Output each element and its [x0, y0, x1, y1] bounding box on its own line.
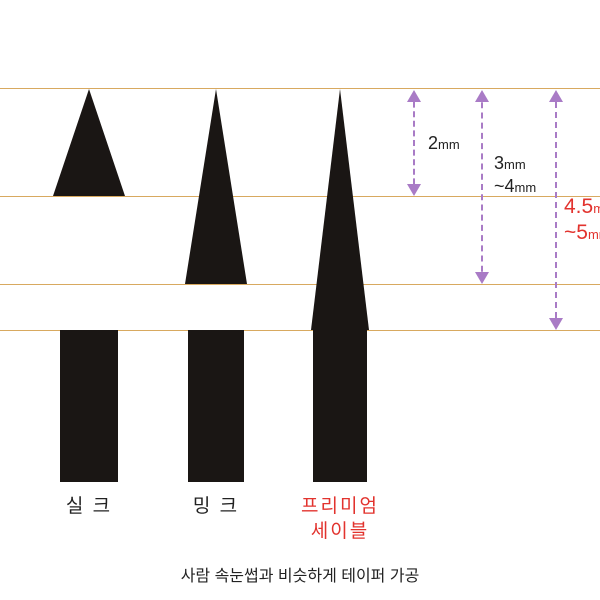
arrow-shaft	[413, 92, 415, 194]
lash-premium-sable	[311, 89, 369, 482]
lash-label-silk: 실 크	[34, 495, 144, 520]
measure-arrow	[406, 92, 422, 194]
measure-arrow	[474, 92, 490, 282]
measure-label: 2mm	[428, 132, 460, 155]
lash-stem	[313, 330, 367, 482]
arrowhead-down-icon	[549, 318, 563, 330]
lash-label-premium-sable: 프리미엄세이블	[285, 495, 395, 544]
caption: 사람 속눈썹과 비슷하게 테이퍼 가공	[0, 562, 600, 586]
arrow-shaft	[481, 92, 483, 282]
lash-mink	[185, 89, 247, 482]
lash-stem	[188, 330, 244, 482]
arrowhead-down-icon	[475, 272, 489, 284]
arrow-shaft	[555, 92, 557, 328]
lash-tip	[311, 86, 369, 330]
arrowhead-down-icon	[407, 184, 421, 196]
measure-label: 4.5mm~5mm	[564, 194, 600, 247]
measure-arrow	[548, 92, 564, 328]
measure-label: 3mm~4mm	[494, 152, 536, 197]
lash-stem	[60, 330, 118, 482]
lash-tip	[53, 86, 125, 196]
lash-silk	[53, 89, 125, 482]
lash-label-mink: 밍 크	[161, 495, 271, 520]
lash-tip	[185, 86, 247, 284]
